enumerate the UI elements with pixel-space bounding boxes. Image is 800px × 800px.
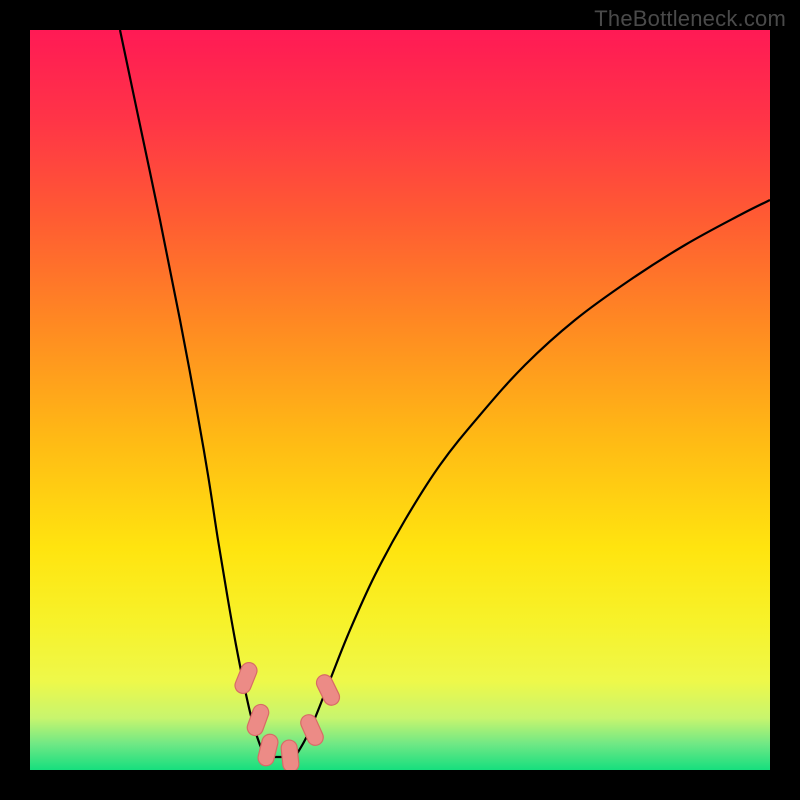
curve-marker (314, 672, 342, 708)
watermark-text: TheBottleneck.com (594, 6, 786, 32)
curve-layer (30, 30, 770, 770)
curve-marker (298, 712, 326, 748)
plot-area (30, 30, 770, 770)
curve-marker (233, 660, 260, 696)
marker-group (233, 660, 343, 770)
bottleneck-curve-right (295, 200, 770, 757)
bottleneck-curve-left (120, 30, 266, 757)
curve-marker (256, 733, 279, 768)
curve-marker (280, 739, 299, 770)
